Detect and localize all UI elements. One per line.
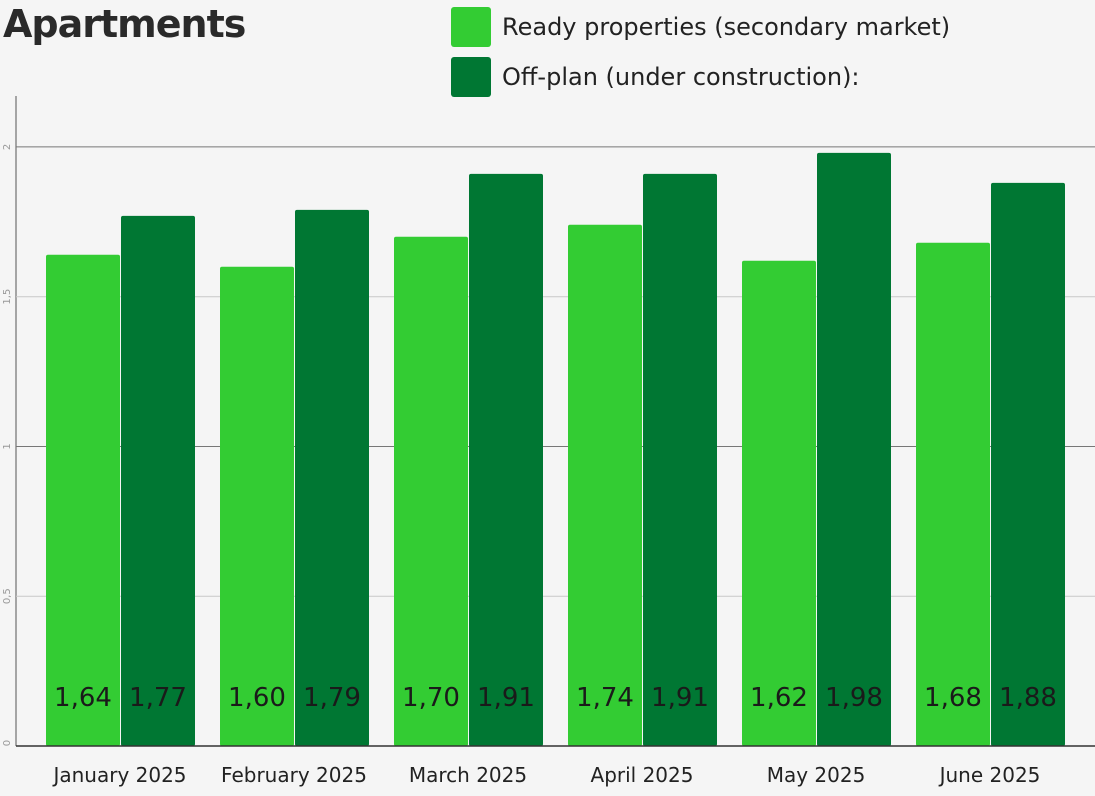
legend-label-offplan: Off-plan (under construction): [502, 63, 860, 91]
bar [916, 242, 990, 746]
bar [991, 182, 1065, 747]
data-label: 1,77 [129, 683, 187, 713]
data-label: 1,62 [750, 683, 808, 713]
bar [643, 173, 717, 746]
bar [295, 209, 369, 746]
data-label: 1,79 [303, 683, 361, 713]
data-label: 1,60 [228, 683, 286, 713]
data-label: 1,91 [651, 683, 709, 713]
bar [121, 215, 195, 746]
y-tick-label: 1 [2, 443, 13, 449]
data-label: 1,98 [825, 683, 883, 713]
data-label: 1,68 [924, 683, 982, 713]
y-tick-label: 0 [2, 740, 13, 746]
bar [817, 152, 891, 746]
bar [568, 224, 642, 746]
data-label: 1,64 [54, 683, 112, 713]
bar [742, 260, 816, 746]
bar [46, 254, 120, 746]
y-tick-label: 2 [2, 144, 13, 150]
x-tick-label: February 2025 [221, 763, 367, 787]
x-tick-label: March 2025 [409, 763, 527, 787]
legend: Ready properties (secondary market) Off-… [451, 7, 950, 107]
x-tick-label: April 2025 [591, 763, 694, 787]
data-label: 1,74 [576, 683, 634, 713]
y-tick-label: 1,5 [2, 289, 13, 305]
y-tick-label: 0,5 [2, 588, 13, 604]
x-tick-label: June 2025 [938, 763, 1041, 787]
data-label: 1,88 [999, 683, 1057, 713]
bar [394, 236, 468, 746]
chart-title: Apartments [3, 2, 246, 46]
data-label: 1,91 [477, 683, 535, 713]
bar [220, 266, 294, 746]
legend-item-offplan: Off-plan (under construction): [451, 57, 950, 97]
x-tick-label: January 2025 [51, 763, 186, 787]
legend-swatch-offplan [451, 57, 491, 97]
bar [469, 173, 543, 746]
legend-swatch-ready [451, 7, 491, 47]
legend-label-ready: Ready properties (secondary market) [502, 13, 951, 41]
data-label: 1,70 [402, 683, 460, 713]
x-tick-label: May 2025 [767, 763, 866, 787]
legend-item-ready: Ready properties (secondary market) [451, 7, 950, 47]
